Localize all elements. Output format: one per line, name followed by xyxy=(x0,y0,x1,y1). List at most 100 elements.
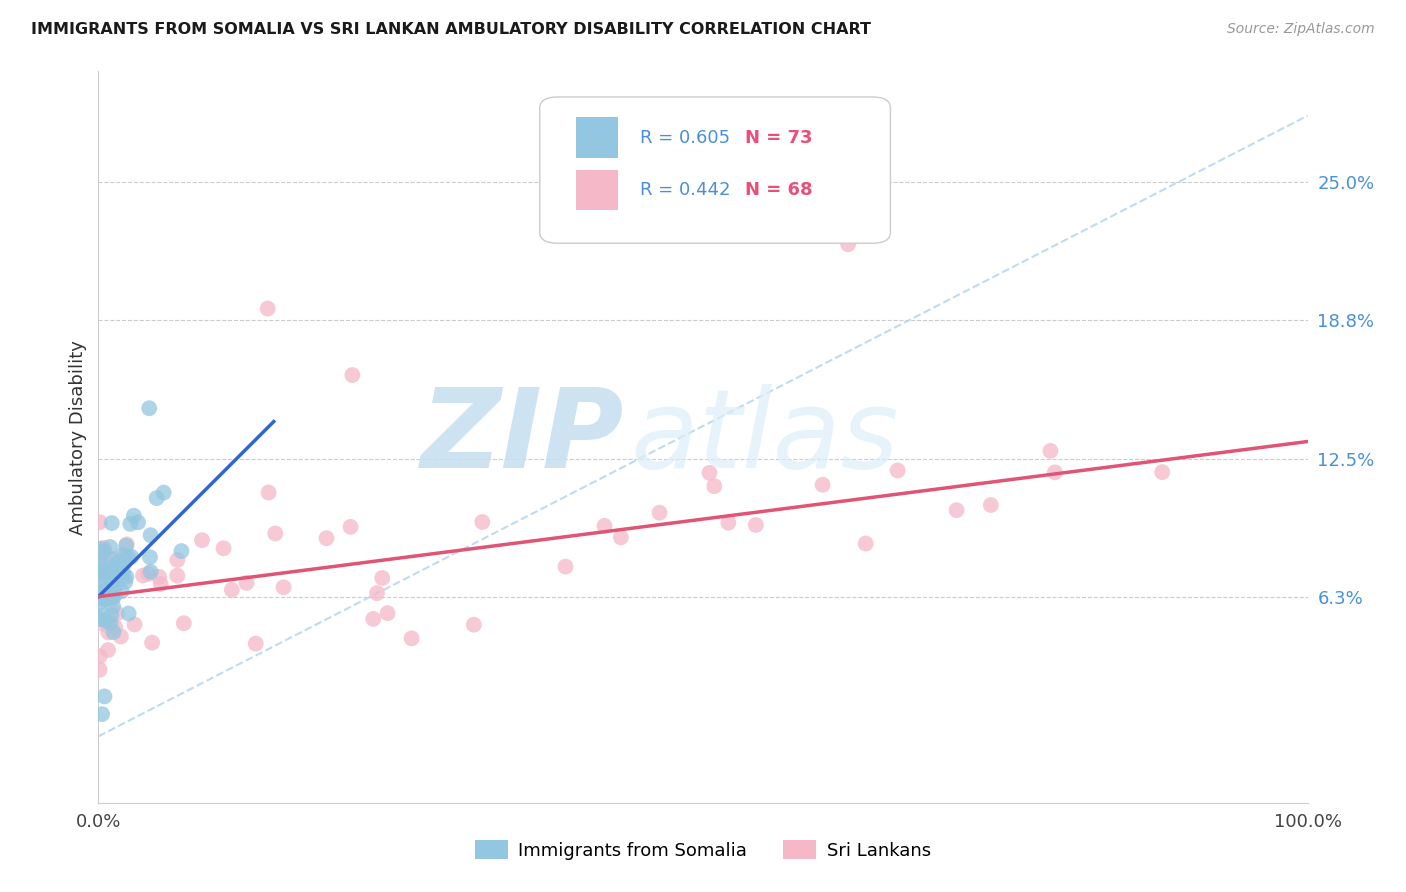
Point xyxy=(245,637,267,651)
Point xyxy=(89,556,111,570)
Point xyxy=(98,587,121,601)
Point xyxy=(115,539,138,553)
Legend: Immigrants from Somalia, Sri Lankans: Immigrants from Somalia, Sri Lankans xyxy=(468,833,938,867)
Point xyxy=(89,566,111,581)
Point xyxy=(342,368,364,382)
Point xyxy=(138,401,160,416)
Text: atlas: atlas xyxy=(630,384,898,491)
Point xyxy=(89,585,111,599)
Point xyxy=(93,690,115,704)
Point xyxy=(273,580,295,594)
Point xyxy=(114,548,136,562)
Y-axis label: Ambulatory Disability: Ambulatory Disability xyxy=(69,340,87,534)
Point xyxy=(93,574,115,588)
Point xyxy=(103,578,125,592)
Point xyxy=(100,576,122,591)
Text: N = 68: N = 68 xyxy=(745,181,813,199)
Point xyxy=(111,564,134,578)
Point xyxy=(91,582,114,596)
Point xyxy=(89,567,111,582)
Point xyxy=(94,565,117,579)
Point xyxy=(149,577,172,591)
Point xyxy=(104,620,127,634)
Point xyxy=(811,477,834,491)
Point xyxy=(610,530,633,544)
Point xyxy=(110,630,132,644)
Point xyxy=(100,581,122,595)
Point xyxy=(315,531,337,545)
Point xyxy=(120,549,142,564)
Point xyxy=(221,582,243,597)
Point xyxy=(112,556,135,570)
Point xyxy=(139,528,162,542)
Point xyxy=(166,553,188,567)
Point xyxy=(717,516,740,530)
Point xyxy=(103,625,125,640)
Point xyxy=(101,599,124,614)
Point xyxy=(141,635,163,649)
Point xyxy=(191,533,214,548)
Point xyxy=(89,612,111,626)
Point xyxy=(212,541,235,556)
Point xyxy=(114,574,136,589)
Point xyxy=(100,607,122,622)
Point xyxy=(471,515,494,529)
Point xyxy=(166,568,188,582)
Point xyxy=(98,567,121,582)
Point xyxy=(139,565,162,579)
Point xyxy=(101,569,124,583)
Point xyxy=(257,485,280,500)
Point xyxy=(93,544,115,558)
Point xyxy=(103,577,125,591)
Text: N = 73: N = 73 xyxy=(745,128,813,146)
Point xyxy=(139,550,162,565)
Point xyxy=(371,571,394,585)
Point xyxy=(101,591,124,606)
Point xyxy=(89,596,111,610)
Text: ZIP: ZIP xyxy=(420,384,624,491)
Point xyxy=(97,643,120,657)
Point xyxy=(745,518,768,533)
Point xyxy=(101,516,124,530)
Point xyxy=(93,541,115,555)
Point xyxy=(648,506,671,520)
Point xyxy=(145,491,167,505)
Point xyxy=(110,555,132,569)
Point xyxy=(105,557,128,571)
Point xyxy=(105,607,128,621)
Point xyxy=(115,570,138,584)
Point xyxy=(89,516,111,530)
Text: Source: ZipAtlas.com: Source: ZipAtlas.com xyxy=(1227,22,1375,37)
Point xyxy=(703,479,725,493)
Point xyxy=(97,581,120,595)
Point xyxy=(94,614,117,628)
Point xyxy=(107,566,129,581)
Point xyxy=(554,559,576,574)
Point xyxy=(837,237,859,252)
Point xyxy=(97,625,120,640)
Point xyxy=(96,550,118,565)
Point xyxy=(136,566,159,581)
Point xyxy=(127,515,149,529)
Text: R = 0.605: R = 0.605 xyxy=(640,128,730,146)
Point xyxy=(235,575,257,590)
Point xyxy=(699,466,721,480)
Point xyxy=(264,526,287,541)
Point xyxy=(463,617,485,632)
Point xyxy=(101,552,124,566)
Point xyxy=(97,588,120,602)
Point xyxy=(97,584,120,599)
Point xyxy=(91,616,114,631)
Text: IMMIGRANTS FROM SOMALIA VS SRI LANKAN AMBULATORY DISABILITY CORRELATION CHART: IMMIGRANTS FROM SOMALIA VS SRI LANKAN AM… xyxy=(31,22,870,37)
Point xyxy=(401,632,423,646)
Point xyxy=(89,649,111,664)
Point xyxy=(90,559,112,574)
Point xyxy=(91,707,114,722)
Point xyxy=(93,592,115,607)
Point xyxy=(148,570,170,584)
Point xyxy=(100,615,122,630)
Point xyxy=(91,608,114,623)
Point xyxy=(132,568,155,582)
Point xyxy=(104,559,127,574)
Point xyxy=(886,463,908,477)
